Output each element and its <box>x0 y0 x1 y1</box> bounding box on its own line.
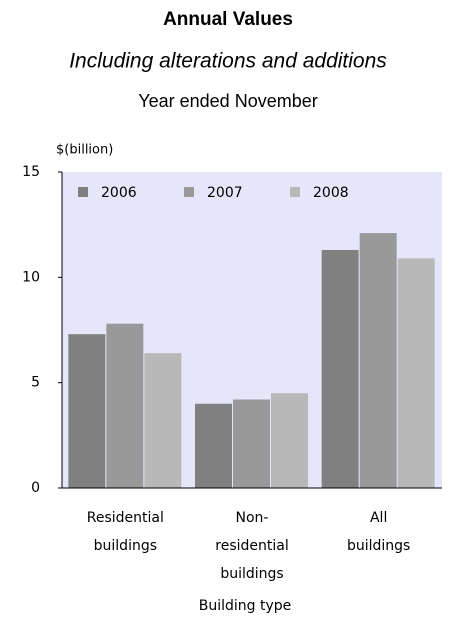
bar <box>271 393 308 488</box>
bar <box>233 399 270 488</box>
legend-swatch <box>184 187 194 197</box>
y-tick-label: 15 <box>22 164 40 180</box>
x-tick-label: residential <box>215 538 288 554</box>
x-tick-label: buildings <box>220 566 283 582</box>
legend-swatch <box>290 187 300 197</box>
legend-label: 2008 <box>313 185 349 201</box>
chart-title: Annual Values <box>163 9 293 30</box>
bar <box>195 403 232 488</box>
bar <box>68 334 106 488</box>
bar <box>144 353 182 488</box>
y-tick-label: 0 <box>31 480 40 496</box>
bar <box>106 323 144 488</box>
y-tick-label: 10 <box>22 269 40 285</box>
legend-label: 2006 <box>101 185 137 201</box>
x-tick-label: Non- <box>236 510 269 526</box>
x-axis-label: Building type <box>199 598 292 614</box>
legend-label: 2007 <box>207 185 243 201</box>
legend-swatch <box>78 187 88 197</box>
x-tick-label: buildings <box>347 538 410 554</box>
bar <box>321 249 359 488</box>
y-tick-label: 5 <box>31 375 40 391</box>
bar <box>397 258 435 488</box>
x-tick-label: buildings <box>94 538 157 554</box>
bar <box>359 233 397 488</box>
chart-period: Year ended November <box>138 91 317 111</box>
x-tick-label: Residential <box>87 510 164 526</box>
x-tick-label: All <box>370 510 387 526</box>
chart-subtitle: Including alterations and additions <box>69 50 387 73</box>
y-axis-label: $(billion) <box>56 143 113 158</box>
